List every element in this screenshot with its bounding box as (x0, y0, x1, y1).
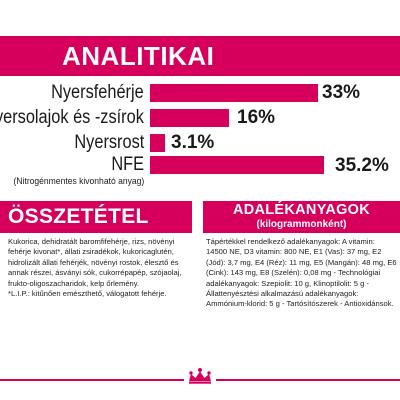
crown-logo-icon (184, 366, 216, 386)
row-fat-label: Nyersolajok és -zsírok (0, 107, 144, 128)
row-fibre-bar (150, 134, 165, 152)
row-nfe: NFE 35.2% (0, 154, 400, 177)
row-fat-bar (150, 109, 229, 127)
composition-text: Kukorica, dehidratált baromfifehérje, ri… (8, 237, 182, 288)
additives-subtitle: (kilogrammonként) (256, 219, 347, 230)
row-protein-label: Nyersfehérje (51, 82, 144, 103)
analytics-title: ANALITIKAI ÖSSZETEVŐK (0, 36, 400, 111)
composition-title: ÖSSZETÉTEL (0, 201, 192, 233)
additives-text: Tápértékkel rendelkező adalékanyagok: A … (206, 237, 397, 309)
composition-block: Kukorica, dehidratált baromfifehérje, ri… (8, 237, 194, 299)
row-protein: Nyersfehérje 33% (0, 82, 400, 104)
additives-title: ADALÉKANYAGOK (232, 202, 371, 218)
row-fibre: Nyersrost 3.1% (0, 132, 400, 154)
row-nfe-sublabel: (Nitrogénmentes kivonható anyag) (13, 176, 144, 187)
row-nfe-label: NFE (111, 154, 144, 175)
row-fat-value: 16% (237, 107, 276, 128)
composition-note: *L.I.P.: kitűnően emészthető, válogatott… (8, 289, 167, 299)
row-fibre-label: Nyersrost (74, 132, 144, 153)
row-protein-value: 33% (322, 82, 361, 103)
row-protein-bar (150, 84, 318, 102)
row-fibre-value: 3.1% (171, 132, 215, 153)
additives-header: ADALÉKANYAGOK (kilogrammonként) (203, 201, 400, 233)
row-nfe-value: 35.2% (335, 155, 389, 176)
row-fat: Nyersolajok és -zsírok 16% (0, 107, 400, 129)
row-nfe-bar (150, 156, 324, 174)
